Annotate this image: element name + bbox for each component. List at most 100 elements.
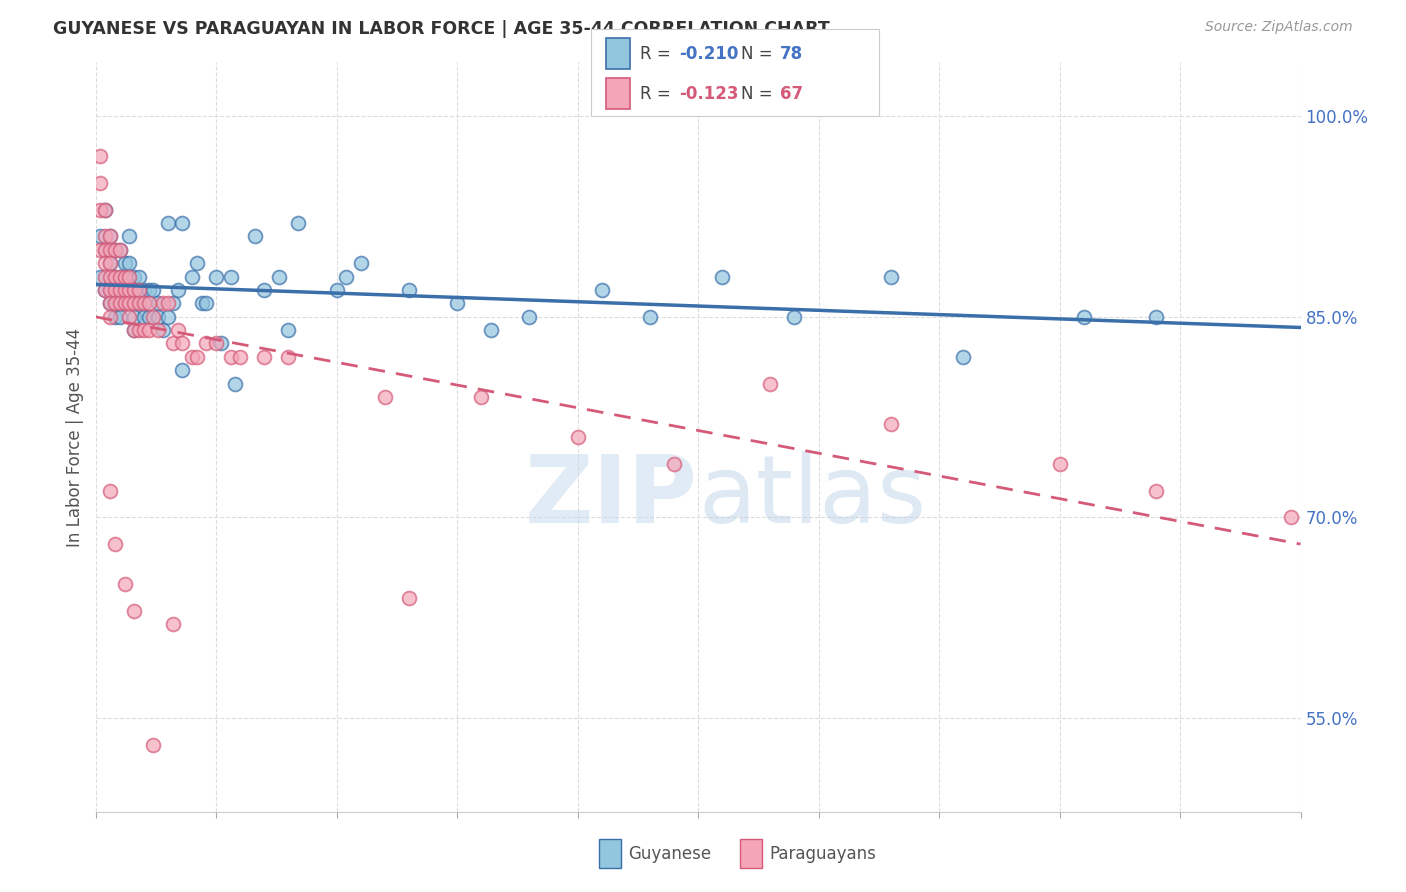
Text: Source: ZipAtlas.com: Source: ZipAtlas.com bbox=[1205, 20, 1353, 34]
Point bbox=[118, 283, 141, 297]
Point bbox=[94, 243, 117, 257]
Point bbox=[94, 283, 117, 297]
Point bbox=[181, 269, 204, 284]
Text: 78: 78 bbox=[780, 45, 803, 62]
Point bbox=[132, 283, 155, 297]
Point bbox=[138, 296, 160, 310]
Text: -0.210: -0.210 bbox=[679, 45, 738, 62]
Point bbox=[205, 336, 228, 351]
Point bbox=[94, 202, 117, 217]
Point bbox=[138, 283, 160, 297]
Text: ZIP: ZIP bbox=[526, 451, 697, 543]
Point bbox=[104, 537, 127, 551]
Point bbox=[1144, 310, 1167, 324]
Point bbox=[104, 269, 127, 284]
Point bbox=[98, 243, 121, 257]
Point bbox=[118, 269, 141, 284]
Text: 67: 67 bbox=[780, 85, 803, 103]
Point bbox=[519, 310, 541, 324]
Point bbox=[94, 269, 117, 284]
Point bbox=[219, 350, 242, 364]
Point bbox=[122, 283, 145, 297]
Point bbox=[122, 323, 145, 337]
Point bbox=[181, 350, 204, 364]
Point bbox=[104, 283, 127, 297]
Point bbox=[108, 296, 131, 310]
Point bbox=[89, 229, 111, 244]
Point bbox=[190, 296, 212, 310]
Point bbox=[253, 283, 276, 297]
Point bbox=[98, 483, 121, 498]
Point bbox=[267, 269, 290, 284]
Point bbox=[98, 283, 121, 297]
Point bbox=[122, 296, 145, 310]
Point bbox=[122, 283, 145, 297]
Point bbox=[132, 323, 155, 337]
Point bbox=[277, 323, 299, 337]
Point bbox=[335, 269, 357, 284]
Point bbox=[98, 283, 121, 297]
Point bbox=[118, 269, 141, 284]
Point bbox=[114, 577, 136, 591]
Point bbox=[128, 323, 150, 337]
Point bbox=[118, 229, 141, 244]
Point bbox=[114, 269, 136, 284]
Point bbox=[287, 216, 309, 230]
Point bbox=[277, 350, 299, 364]
Point bbox=[398, 283, 420, 297]
Point bbox=[98, 310, 121, 324]
Point bbox=[94, 202, 117, 217]
Point bbox=[122, 604, 145, 618]
Point bbox=[243, 229, 266, 244]
Point bbox=[759, 376, 782, 391]
Point bbox=[89, 176, 111, 190]
Point bbox=[374, 390, 396, 404]
Point bbox=[470, 390, 492, 404]
Point bbox=[108, 269, 131, 284]
Point bbox=[162, 617, 184, 632]
Point bbox=[122, 310, 145, 324]
Point bbox=[104, 283, 127, 297]
Point bbox=[89, 269, 111, 284]
Text: N =: N = bbox=[741, 45, 778, 62]
Point bbox=[446, 296, 468, 310]
Point bbox=[156, 310, 179, 324]
Point bbox=[662, 457, 685, 471]
Text: R =: R = bbox=[640, 45, 676, 62]
Point bbox=[1049, 457, 1071, 471]
Point bbox=[148, 310, 170, 324]
Point bbox=[219, 269, 242, 284]
Point bbox=[128, 283, 150, 297]
Point bbox=[94, 256, 117, 270]
Point bbox=[711, 269, 734, 284]
Point bbox=[224, 376, 246, 391]
Point bbox=[156, 216, 179, 230]
Point bbox=[104, 243, 127, 257]
Point bbox=[591, 283, 613, 297]
Point bbox=[108, 310, 131, 324]
Point bbox=[118, 256, 141, 270]
Point bbox=[132, 310, 155, 324]
Point bbox=[166, 283, 188, 297]
Point bbox=[166, 323, 188, 337]
Point bbox=[229, 350, 252, 364]
Point bbox=[128, 269, 150, 284]
Point bbox=[108, 283, 131, 297]
Point bbox=[253, 350, 276, 364]
Point bbox=[325, 283, 347, 297]
Point bbox=[118, 310, 141, 324]
Point bbox=[128, 296, 150, 310]
Point bbox=[108, 269, 131, 284]
Point bbox=[142, 310, 165, 324]
Point bbox=[209, 336, 232, 351]
Text: -0.123: -0.123 bbox=[679, 85, 738, 103]
Point bbox=[114, 296, 136, 310]
Point bbox=[104, 243, 127, 257]
Point bbox=[148, 323, 170, 337]
Point bbox=[162, 296, 184, 310]
Point bbox=[108, 243, 131, 257]
Point bbox=[638, 310, 661, 324]
Point bbox=[98, 296, 121, 310]
Point bbox=[104, 296, 127, 310]
Point bbox=[1144, 483, 1167, 498]
